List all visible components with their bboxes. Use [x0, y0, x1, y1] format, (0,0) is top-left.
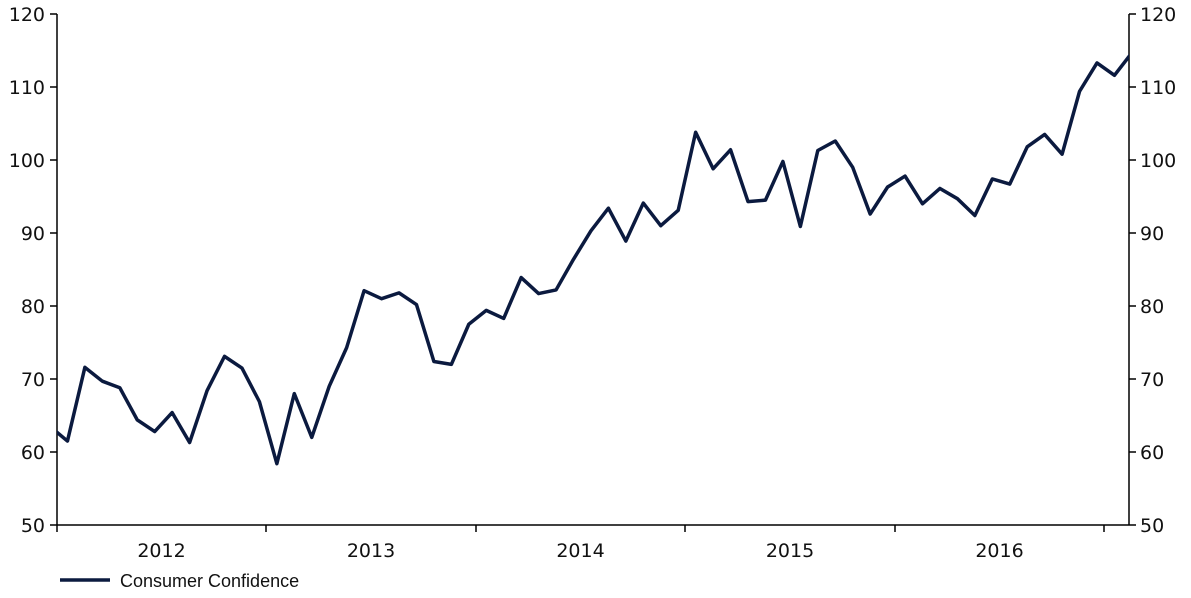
right-tick-label: 90 [1140, 223, 1164, 245]
series-group [57, 53, 1129, 466]
right-tick-label: 80 [1140, 296, 1164, 318]
x-tick-label: 2015 [766, 540, 814, 562]
right-tick-label: 60 [1140, 442, 1164, 464]
right-tick-label: 50 [1140, 515, 1164, 537]
left-tick-label: 110 [9, 77, 45, 99]
legend: Consumer Confidence [60, 571, 299, 591]
left-tick-label: 100 [9, 150, 45, 172]
right-y-ticks: 50 60 70 80 90 100 110 120 [1129, 4, 1176, 537]
x-ticks: 2012 2013 2014 2015 2016 [56, 525, 1105, 562]
x-tick-label: 2016 [975, 540, 1023, 562]
right-tick-label: 110 [1140, 77, 1176, 99]
x-tick-label: 2014 [556, 540, 604, 562]
right-tick-label: 70 [1140, 369, 1164, 391]
series-line [57, 53, 1129, 466]
left-tick-label: 90 [21, 223, 45, 245]
left-tick-label: 60 [21, 442, 45, 464]
left-tick-label: 80 [21, 296, 45, 318]
left-tick-label: 120 [9, 4, 45, 26]
left-tick-label: 70 [21, 369, 45, 391]
right-tick-label: 120 [1140, 4, 1176, 26]
left-tick-label: 50 [21, 515, 45, 537]
legend-label: Consumer Confidence [120, 571, 299, 591]
x-tick-label: 2013 [347, 540, 395, 562]
left-y-ticks: 50 60 70 80 90 100 110 120 [9, 4, 57, 537]
x-tick-label: 2012 [137, 540, 185, 562]
right-tick-label: 100 [1140, 150, 1176, 172]
